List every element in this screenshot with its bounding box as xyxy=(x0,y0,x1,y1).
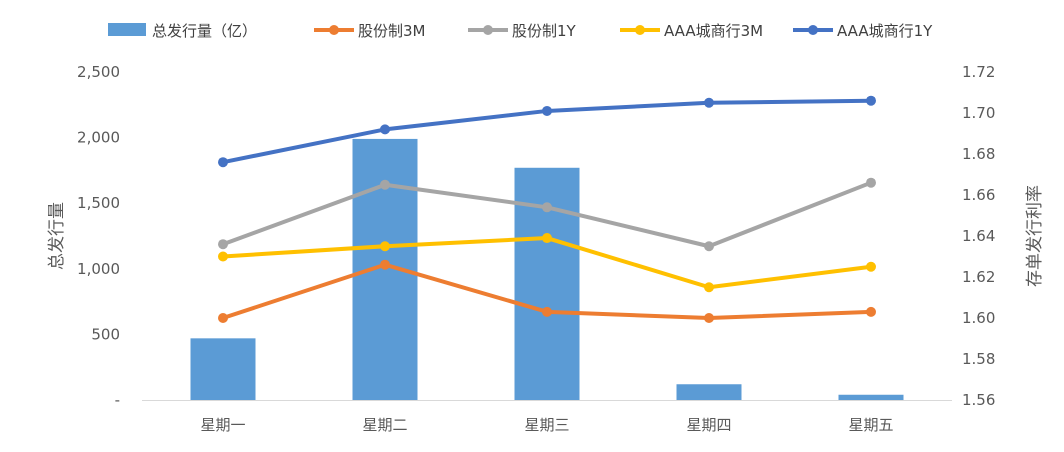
legend-item-4: AAA城商行3M xyxy=(620,22,763,40)
data-point xyxy=(704,313,714,323)
y-left-tick-label: 2,500 xyxy=(77,63,120,81)
line-series-1 xyxy=(218,259,876,323)
data-point xyxy=(866,261,876,272)
data-point xyxy=(218,313,228,323)
bar-4 xyxy=(676,384,742,400)
legend-item-3: 股份制1Y xyxy=(468,22,577,40)
legend-item-1: 总发行量（亿） xyxy=(108,22,257,40)
y-left-tick-label: 500 xyxy=(91,325,120,343)
data-point xyxy=(704,282,714,293)
y-left-tick-label: 1,500 xyxy=(77,194,120,212)
data-point xyxy=(218,157,228,168)
x-tick-label: 星期三 xyxy=(524,416,569,434)
legend-marker xyxy=(635,25,645,35)
legend-marker xyxy=(483,25,493,35)
bar-5 xyxy=(838,394,904,400)
data-point xyxy=(380,179,390,190)
y-right-tick-label: 1.66 xyxy=(962,186,995,204)
legend-item-2: 股份制3M xyxy=(314,22,426,40)
data-point xyxy=(542,233,552,244)
y-right-tick-label: 1.60 xyxy=(962,309,995,327)
y-left-axis-title: 总发行量 xyxy=(47,202,67,270)
legend-item-5: AAA城商行1Y xyxy=(793,22,933,40)
y-right-axis-title: 存单发行利率 xyxy=(1025,185,1045,287)
legend-label: AAA城商行3M xyxy=(664,22,763,40)
y-right-tick-label: 1.62 xyxy=(962,268,995,286)
bar-series xyxy=(190,138,904,401)
legend-label: 股份制1Y xyxy=(512,22,577,40)
y-left-tick-label: 2,000 xyxy=(77,129,120,147)
data-point xyxy=(866,177,876,188)
y-left-tick-label: - xyxy=(115,391,120,409)
y-right-tick-label: 1.58 xyxy=(962,350,995,368)
data-point xyxy=(380,124,390,135)
legend-label: 总发行量（亿） xyxy=(152,22,257,40)
y-right-tick-label: 1.56 xyxy=(962,391,995,409)
y-left-tick-label: 1,000 xyxy=(77,260,120,278)
data-point xyxy=(218,239,228,250)
data-point xyxy=(542,202,552,213)
data-point xyxy=(542,306,552,317)
data-point xyxy=(380,259,390,270)
x-tick-label: 星期四 xyxy=(686,416,731,434)
y-right-tick-label: 1.68 xyxy=(962,145,995,163)
data-point xyxy=(866,95,876,106)
line-series-group xyxy=(218,95,876,323)
line-series-3 xyxy=(218,233,876,293)
data-point xyxy=(704,97,714,108)
legend-swatch xyxy=(108,23,146,36)
legend-marker xyxy=(329,25,339,35)
legend-label: 股份制3M xyxy=(358,22,426,40)
data-point xyxy=(866,306,876,317)
data-point xyxy=(704,241,714,252)
x-tick-label: 星期一 xyxy=(200,416,245,434)
line-series-4 xyxy=(218,95,876,168)
y-right-tick-label: 1.70 xyxy=(962,104,995,122)
y-right-tick-label: 1.72 xyxy=(962,63,995,81)
data-point xyxy=(542,105,552,116)
axes: - 500 1,000 1,500 2,000 2,500 1.56 1.58 1.60 1.62… xyxy=(47,63,1045,434)
legend-label: AAA城商行1Y xyxy=(837,22,933,40)
legend: 总发行量（亿） 股份制3M 股份制1Y AAA城商行3M AAA城商行1Y xyxy=(108,22,933,40)
line-series-2 xyxy=(218,177,876,252)
y-right-tick-label: 1.64 xyxy=(962,227,995,245)
legend-marker xyxy=(808,25,818,35)
data-point xyxy=(380,241,390,252)
x-tick-label: 星期五 xyxy=(848,416,893,434)
x-tick-label: 星期二 xyxy=(362,416,407,434)
data-point xyxy=(218,251,228,262)
bar-1 xyxy=(190,338,256,400)
